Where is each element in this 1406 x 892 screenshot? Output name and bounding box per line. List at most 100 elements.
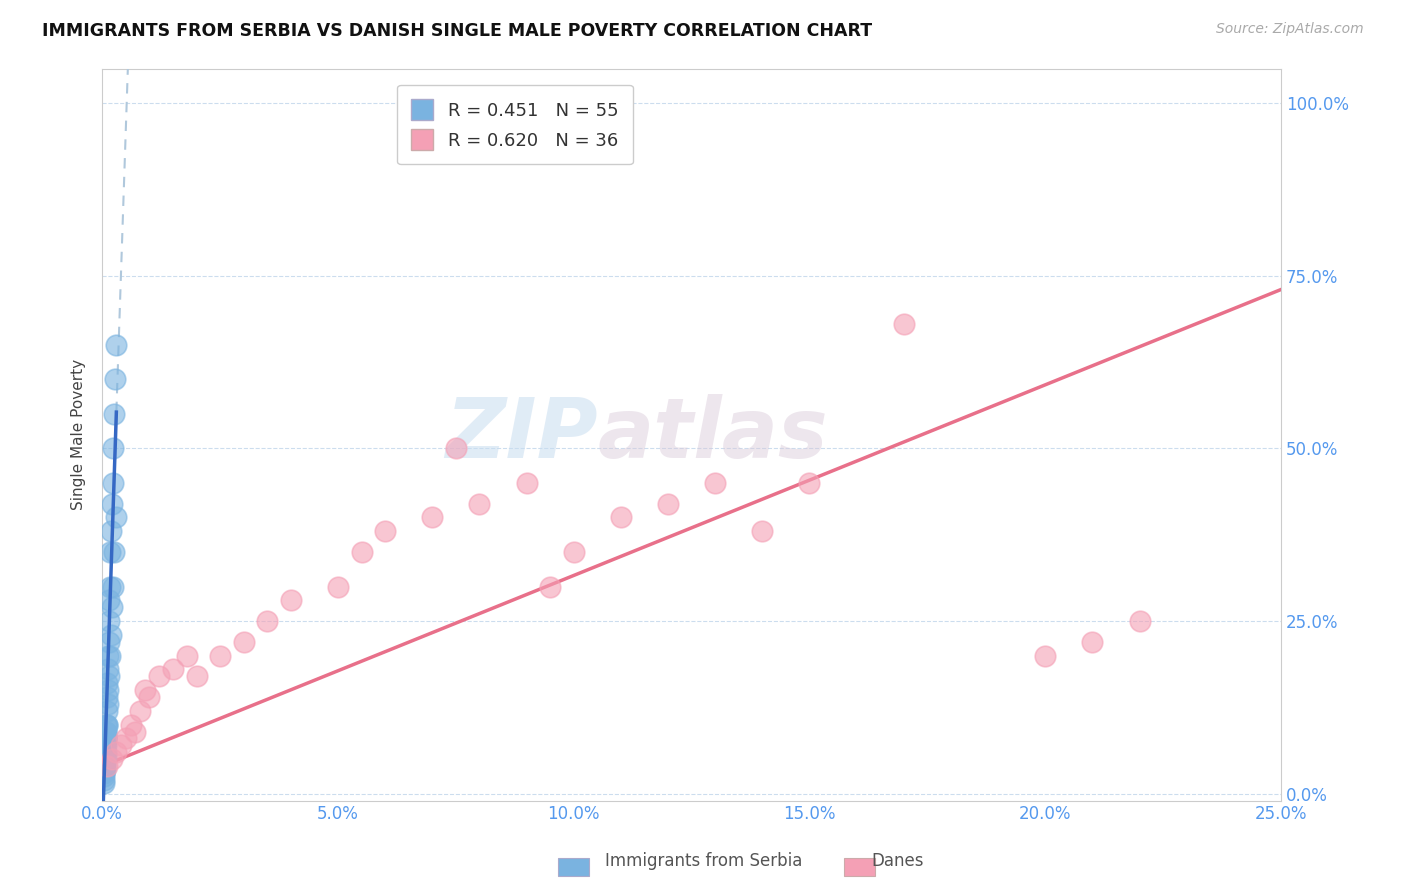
Point: [93, 752, 115, 766]
Point: [93, 759, 115, 773]
Point: [93, 769, 115, 783]
Point: [96, 759, 118, 773]
Text: Source: ZipAtlas.com: Source: ZipAtlas.com: [1216, 22, 1364, 37]
Point: [94, 717, 117, 731]
Text: Danes: Danes: [872, 852, 924, 870]
Point: [93, 759, 115, 773]
Text: ZIP: ZIP: [444, 394, 598, 475]
Point: [98, 545, 121, 559]
Point: [209, 648, 232, 663]
Point: [98, 648, 121, 663]
Point: [94, 731, 117, 746]
Point: [94, 724, 117, 739]
Point: [468, 497, 491, 511]
Point: [93, 739, 115, 753]
Point: [704, 475, 727, 490]
Point: [657, 497, 679, 511]
Point: [93, 772, 115, 787]
Point: [97, 669, 120, 683]
Point: [1128, 614, 1150, 628]
Point: [103, 545, 125, 559]
Point: [751, 524, 773, 539]
Y-axis label: Single Male Poverty: Single Male Poverty: [72, 359, 86, 510]
Point: [280, 593, 302, 607]
Point: [162, 662, 184, 676]
Point: [610, 510, 633, 524]
Point: [562, 545, 585, 559]
Point: [93, 763, 115, 777]
Point: [96, 676, 118, 690]
Point: [100, 524, 122, 539]
Point: [232, 634, 254, 648]
Point: [97, 697, 120, 711]
Point: [94, 739, 117, 753]
Point: [93, 776, 115, 790]
Point: [93, 745, 115, 759]
Point: [94, 756, 117, 770]
Point: [538, 580, 561, 594]
Point: [101, 580, 124, 594]
Point: [97, 648, 120, 663]
Point: [148, 669, 170, 683]
Point: [120, 717, 142, 731]
Point: [516, 475, 538, 490]
Point: [93, 752, 115, 766]
Point: [103, 407, 125, 421]
Point: [134, 683, 156, 698]
Point: [100, 628, 122, 642]
Point: [97, 662, 120, 676]
Point: [94, 745, 117, 759]
Point: [114, 731, 136, 746]
Point: [412, 96, 434, 111]
Point: [94, 752, 117, 766]
Point: [893, 317, 915, 331]
Point: [96, 717, 118, 731]
Point: [100, 497, 122, 511]
Point: [96, 724, 118, 739]
Point: [94, 748, 117, 763]
Point: [97, 614, 120, 628]
Point: [100, 600, 122, 615]
Point: [138, 690, 160, 704]
Text: atlas: atlas: [598, 394, 828, 475]
Point: [1081, 634, 1104, 648]
Point: [93, 759, 115, 773]
Point: [124, 724, 146, 739]
Point: [93, 745, 115, 759]
Legend: R = 0.451   N = 55, R = 0.620   N = 36: R = 0.451 N = 55, R = 0.620 N = 36: [396, 85, 633, 164]
Point: [1033, 648, 1056, 663]
Point: [104, 372, 127, 386]
Point: [444, 442, 467, 456]
Point: [105, 510, 128, 524]
Point: [98, 634, 121, 648]
Point: [105, 338, 128, 352]
Text: Immigrants from Serbia: Immigrants from Serbia: [605, 852, 801, 870]
Point: [101, 475, 124, 490]
Point: [110, 739, 132, 753]
Point: [97, 683, 120, 698]
Point: [91, 766, 114, 780]
Point: [256, 614, 278, 628]
Point: [98, 593, 121, 607]
Point: [326, 580, 349, 594]
Point: [186, 669, 208, 683]
Point: [96, 704, 118, 718]
Point: [94, 745, 117, 759]
Point: [176, 648, 198, 663]
Point: [420, 510, 443, 524]
Point: [129, 704, 152, 718]
Point: [93, 766, 115, 780]
Point: [105, 745, 128, 759]
Point: [350, 545, 373, 559]
Point: [96, 717, 118, 731]
Point: [799, 475, 821, 490]
Point: [101, 442, 124, 456]
Point: [94, 731, 117, 746]
Point: [96, 690, 118, 704]
Point: [98, 580, 121, 594]
Point: [94, 731, 117, 746]
Text: IMMIGRANTS FROM SERBIA VS DANISH SINGLE MALE POVERTY CORRELATION CHART: IMMIGRANTS FROM SERBIA VS DANISH SINGLE …: [42, 22, 872, 40]
Point: [100, 752, 122, 766]
Point: [94, 739, 117, 753]
Point: [374, 524, 396, 539]
